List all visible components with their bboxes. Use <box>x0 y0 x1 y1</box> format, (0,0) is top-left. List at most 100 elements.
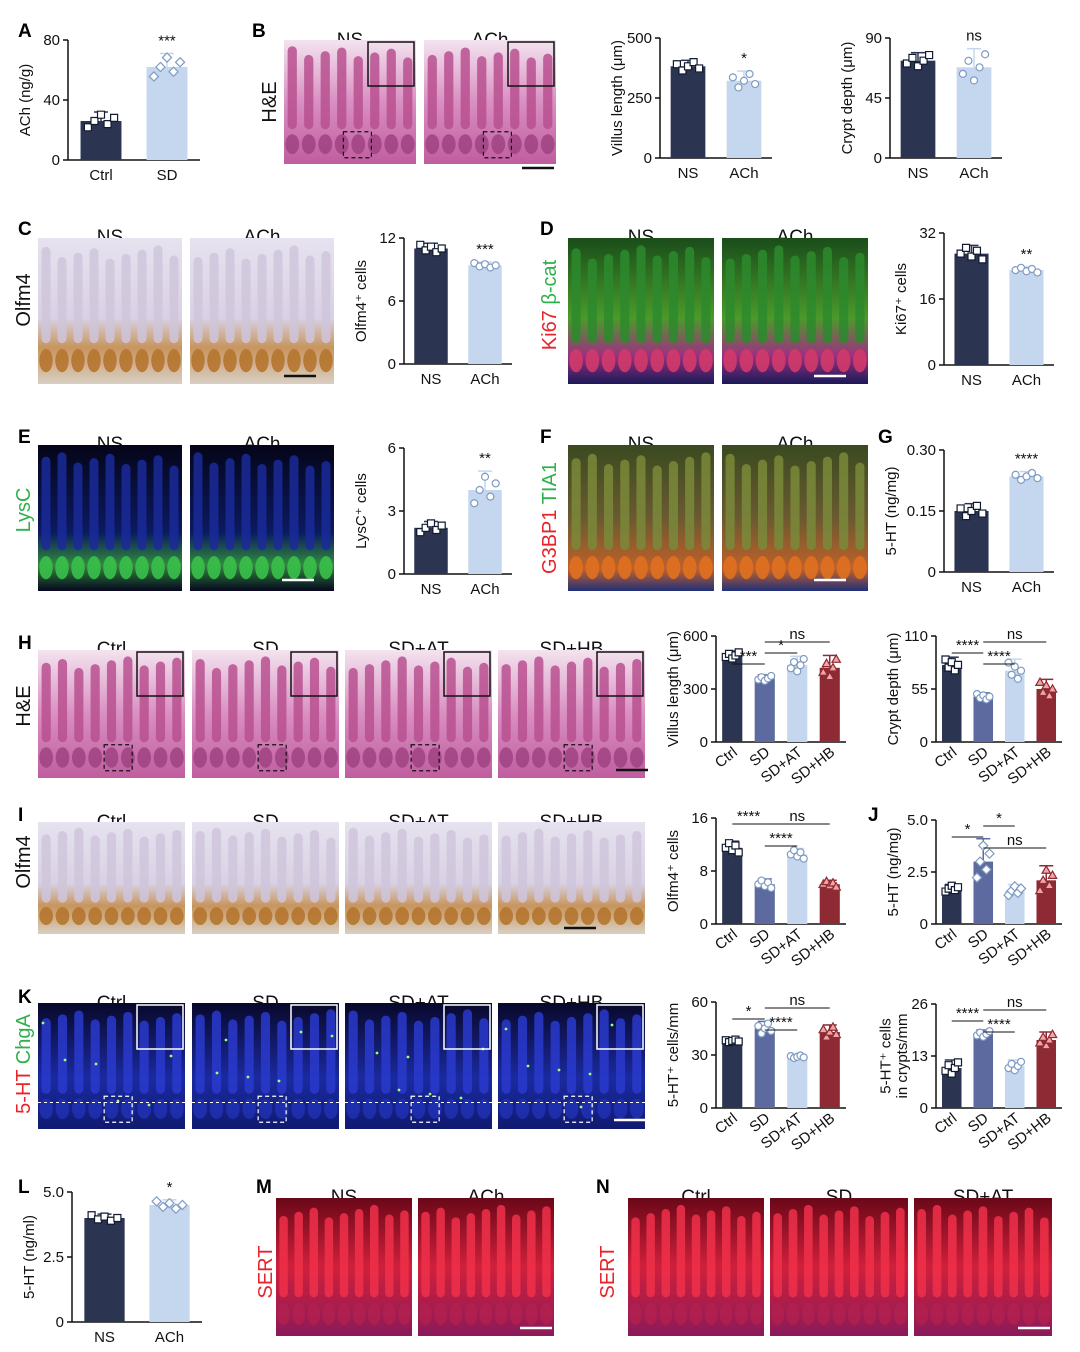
villus-shape <box>337 47 347 130</box>
villus-shape <box>566 833 577 903</box>
villus-shape <box>289 455 299 551</box>
villus-shape <box>244 1015 254 1094</box>
crypt-shape <box>786 1302 800 1325</box>
data-point <box>1034 1037 1046 1047</box>
villus-shape <box>348 667 358 743</box>
crypt-shape <box>151 348 165 373</box>
villus-shape <box>534 828 544 903</box>
y-axis-label: 5-HT⁺ cellsin crypts/mm <box>878 1013 912 1098</box>
bar-ach <box>149 1205 190 1322</box>
bar-ach <box>1009 476 1044 572</box>
villus-shape <box>517 832 528 903</box>
data-point <box>103 120 112 129</box>
villus-shape <box>774 245 784 344</box>
y-tick-label: 0 <box>920 916 928 933</box>
crypt-shape <box>71 907 86 926</box>
villus-shape <box>273 249 283 344</box>
significance-label: *** <box>740 648 758 665</box>
crypt-shape <box>395 747 410 768</box>
crypt-shape <box>39 907 54 926</box>
crypt-shape <box>242 1098 257 1119</box>
crypt-shape <box>460 907 475 926</box>
villus-shape <box>496 1204 506 1298</box>
y-axis-label: Olfm4⁺ cells <box>665 830 682 912</box>
villus-shape <box>668 461 678 551</box>
crypt-shape <box>531 907 546 926</box>
y-tick-label: 6 <box>388 440 396 457</box>
inset-box <box>596 651 644 697</box>
villus-shape <box>309 657 320 743</box>
data-point <box>113 1213 122 1223</box>
y-tick-label: 0.15 <box>907 503 936 520</box>
chga-dot <box>330 1034 334 1038</box>
crypt-shape <box>915 1302 929 1325</box>
villus-shape <box>774 455 784 551</box>
villus-shape <box>348 827 358 903</box>
crypt-shape <box>771 555 786 580</box>
villus-shape <box>123 656 133 743</box>
villus-shape <box>73 462 83 551</box>
y-axis-label-line: 5-HT⁺ cells/mm <box>665 1003 682 1108</box>
crypt-shape <box>322 1302 336 1325</box>
crypt-shape <box>239 348 253 373</box>
data-point <box>1013 674 1022 683</box>
significance-label: * <box>996 810 1002 827</box>
crypt-shape <box>301 134 316 155</box>
chga-dot <box>94 1062 98 1066</box>
villus-shape <box>773 1213 782 1298</box>
villus-shape <box>123 828 133 903</box>
data-point <box>157 1201 169 1213</box>
crypt-shape <box>88 747 103 768</box>
micrograph-k-3: SD+AT <box>345 993 492 1129</box>
crypt-shape <box>87 555 101 580</box>
villus-shape <box>850 1206 859 1298</box>
x-tick-label: Ctrl <box>89 167 112 184</box>
inset-box <box>596 1004 644 1050</box>
data-point <box>972 246 982 255</box>
x-tick-label: ACh <box>959 165 988 182</box>
crypt-shape <box>474 134 489 155</box>
crypt-shape <box>617 348 632 373</box>
significance-label: **** <box>987 1016 1011 1033</box>
crypt-shape <box>788 348 802 373</box>
significance-label: * <box>741 50 747 67</box>
crypt-shape <box>458 134 473 155</box>
crypt-shape <box>39 348 53 373</box>
chga-dot <box>459 1096 463 1100</box>
crypt-shape <box>601 555 616 580</box>
villus-shape <box>527 1210 536 1298</box>
villus-shape <box>430 1016 440 1094</box>
villus-shape <box>1009 1211 1018 1298</box>
data-point <box>1016 1057 1026 1066</box>
crypt-shape <box>585 555 600 580</box>
y-tick-label: 500 <box>627 30 652 47</box>
data-point <box>818 666 829 676</box>
villus-shape <box>479 834 489 903</box>
x-tick-label: ACh <box>729 165 758 182</box>
panel-label-n: N <box>596 1177 610 1198</box>
villus-shape <box>583 829 593 903</box>
villus-shape <box>289 245 299 344</box>
chart-b2: 0 45 90 Crypt depth (μm) NS ACh ns <box>839 28 1002 182</box>
panel-d: D Ki67 β-cat NS ACh <box>539 219 868 384</box>
crypt-shape <box>476 1098 491 1119</box>
micrograph-e-1: NS <box>38 434 182 591</box>
villus-shape <box>587 453 597 551</box>
crypt-shape <box>271 555 285 580</box>
crypt-shape <box>771 348 786 373</box>
crypt-shape <box>650 348 665 373</box>
villus-shape <box>260 656 271 743</box>
crypt-shape <box>585 348 600 373</box>
villus-shape <box>241 258 251 344</box>
crypt-shape <box>207 348 221 373</box>
villus-shape <box>385 1214 394 1298</box>
villus-shape <box>397 656 407 743</box>
villus-shape <box>260 1011 271 1094</box>
bar-ns <box>670 66 706 158</box>
villus-shape <box>287 46 297 130</box>
crypt-shape <box>515 1098 530 1119</box>
panel-label-c: C <box>18 219 32 240</box>
